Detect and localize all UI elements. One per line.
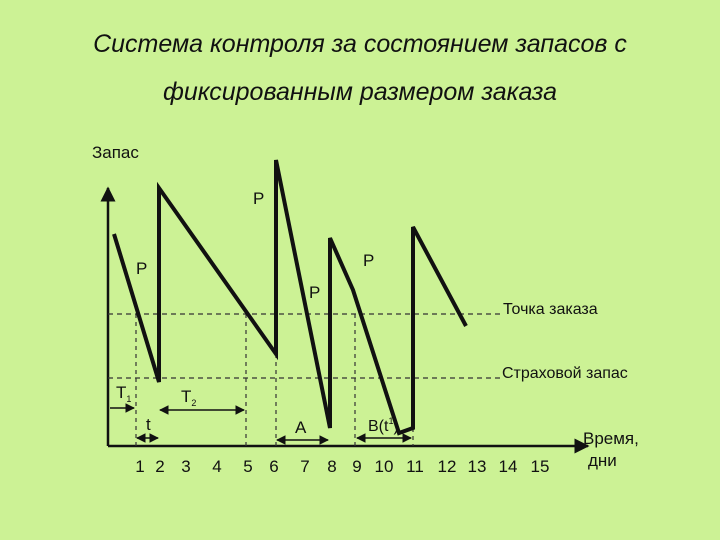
x-tick-6: 6 — [269, 457, 278, 476]
x-tick-10: 10 — [375, 457, 394, 476]
x-tick-12: 12 — [438, 457, 457, 476]
safety-stock-label: Страховой запас — [502, 365, 628, 382]
order-label-p3: P — [309, 283, 320, 302]
title-line-2: фиксированным размером заказа — [162, 78, 558, 106]
x-tick-3: 3 — [181, 457, 190, 476]
order-label-p4: P — [363, 251, 374, 270]
title-line-1: Система контроля за состоянием запасов с — [93, 30, 627, 58]
order-label-p1: P — [136, 259, 147, 278]
interval-t1-label: T1 — [116, 383, 131, 404]
interval-a-label: A — [295, 418, 307, 437]
x-tick-14: 14 — [499, 457, 518, 476]
inventory-level-line — [112, 159, 468, 436]
reorder-point-label: Точка заказа — [503, 301, 598, 318]
vertical-guides — [135, 314, 414, 446]
x-tick-15: 15 — [531, 457, 550, 476]
interval-t-label: t — [146, 415, 151, 434]
x-tick-5: 5 — [243, 457, 252, 476]
x-tick-7: 7 — [300, 457, 309, 476]
x-tick-labels: 1 2 3 4 5 6 7 8 9 10 11 12 13 14 15 — [135, 457, 549, 476]
order-label-p2: P — [253, 189, 264, 208]
interval-t2-label: T2 — [181, 387, 196, 408]
interval-b-label: B(t1) — [368, 416, 399, 435]
x-axis-label-line2: дни — [588, 451, 617, 470]
x-tick-4: 4 — [212, 457, 221, 476]
x-axis-label-line1: Время, — [583, 429, 639, 448]
x-tick-11: 11 — [406, 457, 424, 476]
x-tick-1: 1 — [135, 457, 144, 476]
x-tick-8: 8 — [327, 457, 336, 476]
x-tick-2: 2 — [155, 457, 164, 476]
x-tick-9: 9 — [352, 457, 361, 476]
y-axis-label: Запас — [92, 143, 139, 162]
x-tick-13: 13 — [468, 457, 487, 476]
